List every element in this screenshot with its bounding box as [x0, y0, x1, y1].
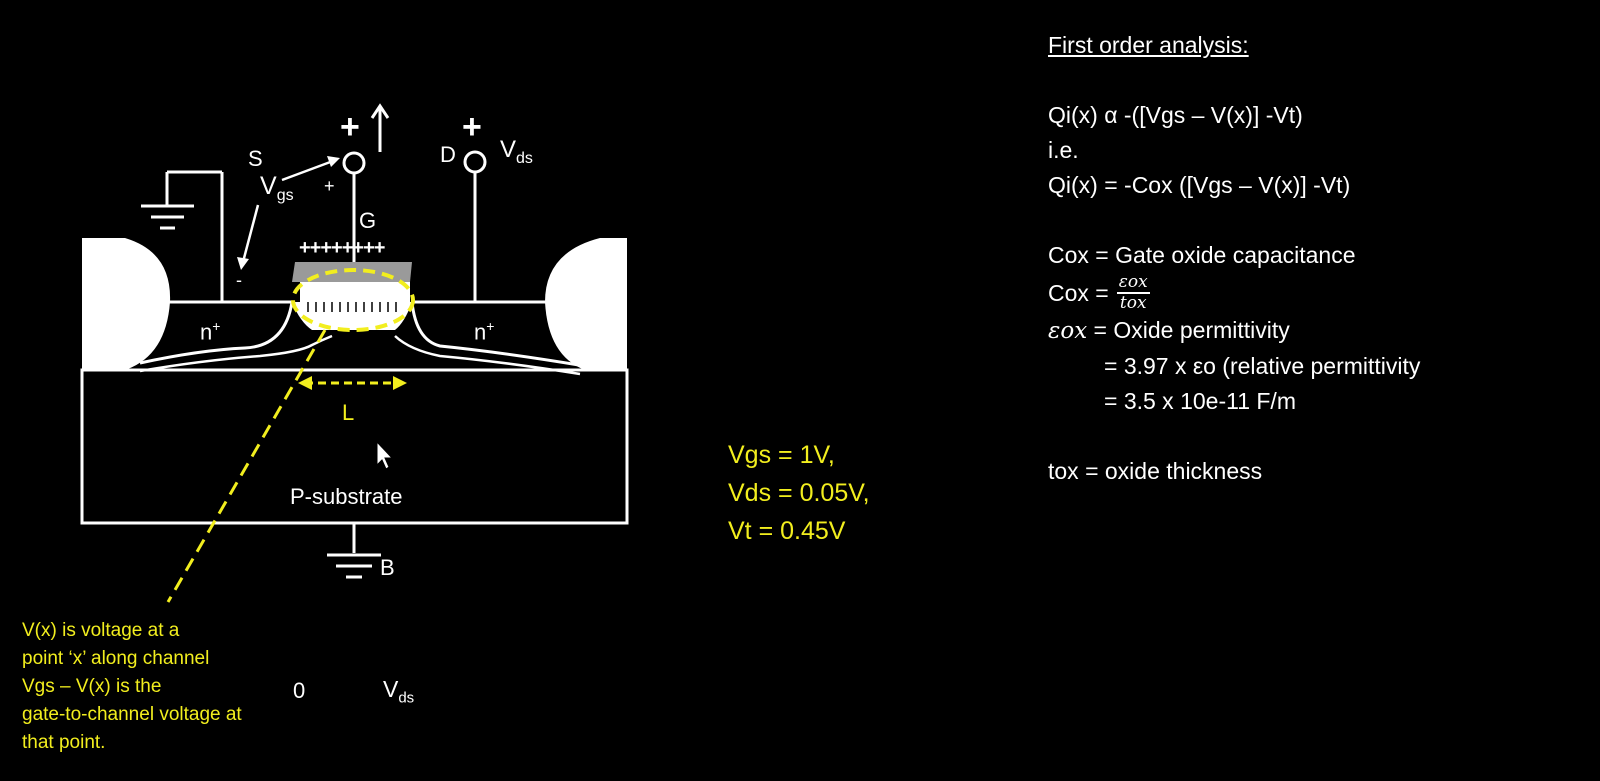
channel-fill — [300, 282, 410, 304]
gate-terminal-circle — [342, 151, 366, 175]
vds-label-main: V — [500, 136, 517, 163]
vgs-arrow-down — [241, 204, 260, 263]
isolation-right — [545, 238, 627, 370]
vds-label-sub: ds — [516, 149, 533, 167]
channel-highlight-ellipse — [291, 268, 415, 332]
n-left-sup: + — [212, 318, 221, 334]
axis-vds-label: Vds — [383, 676, 414, 707]
cox-fraction-numerator: εox — [1116, 272, 1150, 294]
bias-value-line: Vgs = 1V, — [728, 441, 835, 469]
note-pointer-line — [166, 329, 327, 603]
eps-symbol: εox — [1048, 318, 1088, 344]
n-right-sup: + — [486, 318, 495, 334]
isolation-left — [82, 238, 171, 370]
gate-charges: ++++++++ — [299, 237, 385, 259]
source-ground-icon — [141, 204, 194, 230]
permittivity-definition: εox = Oxide permittivity — [1048, 313, 1420, 349]
tox-definition: tox = oxide thickness — [1048, 458, 1263, 484]
n-plus-left-label: n+ — [200, 318, 220, 345]
substrate-label: P-substrate — [290, 484, 403, 509]
gate-plus-sign: + — [340, 108, 360, 146]
body-ground-icon — [327, 553, 381, 579]
vds-label: Vds — [500, 136, 533, 168]
permittivity-value-relative: = 3.97 x εo (relative permittivity — [1104, 353, 1421, 379]
permittivity-value-absolute: = 3.5 x 10e-11 F/m — [1104, 388, 1296, 414]
bias-value-line: Vds = 0.05V, — [728, 479, 870, 507]
n-diffusion-right-outline-inner — [394, 335, 581, 376]
n-right-text: n — [474, 319, 487, 345]
cox-fraction: εox tox — [1116, 272, 1150, 313]
length-arrow-right-head — [393, 376, 407, 390]
charge-proportional-eq: Qi(x) α -([Vgs – V(x)] -Vt) — [1048, 102, 1303, 128]
note-line: Vgs – V(x) is the — [22, 676, 162, 697]
drain-terminal-circle — [463, 150, 487, 174]
cox-definition: Cox = Gate oxide capacitance — [1048, 242, 1356, 268]
cox-formula: Cox = εox tox — [1048, 273, 1420, 313]
bias-values: Vgs = 1V, Vds = 0.05V, Vt = 0.45V — [728, 436, 870, 550]
eps-definition-text: = Oxide permittivity — [1087, 317, 1290, 343]
mouse-cursor-icon — [376, 440, 394, 470]
charge-equation: Qi(x) = -Cox ([Vgs – V(x)] -Vt) — [1048, 172, 1351, 198]
drain-label: D — [440, 142, 456, 167]
vgs-label-sub: gs — [276, 187, 294, 204]
channel-length-label: L — [342, 400, 355, 425]
length-arrow-left-head — [298, 376, 312, 390]
gate-up-arrow-head — [370, 103, 390, 119]
channel-electrons — [307, 302, 397, 312]
vgs-arrow-up — [281, 159, 334, 182]
bias-value-line: Vt = 0.45V — [728, 517, 846, 545]
vgs-label-main: V — [260, 172, 277, 200]
source-label: S — [248, 146, 263, 171]
vgs-arrow-up-head — [327, 156, 340, 167]
analysis-panel: First order analysis: Qi(x) α -([Vgs – V… — [1048, 28, 1420, 489]
note-line: V(x) is voltage at a — [22, 620, 180, 641]
inversion-channel — [292, 302, 412, 330]
n-diffusion-left-outline-inner — [139, 334, 333, 373]
drain-plus-sign: + — [462, 108, 482, 146]
note-line: point ‘x’ along channel — [22, 648, 210, 669]
vgs-plus-sign: + — [324, 176, 335, 196]
note-line: gate-to-channel voltage at — [22, 704, 242, 725]
cox-fraction-denominator: tox — [1119, 293, 1147, 313]
ie-text: i.e. — [1048, 137, 1079, 163]
analysis-heading: First order analysis: — [1048, 32, 1249, 58]
body-label: B — [380, 555, 395, 580]
vgs-label: Vgs — [260, 172, 294, 205]
axis-vds-main: V — [383, 676, 399, 702]
axis-zero-label: 0 — [293, 678, 306, 703]
n-diffusion-right-outline — [410, 301, 586, 368]
axis-vds-sub: ds — [398, 689, 415, 707]
n-diffusion-left-outline — [139, 301, 294, 365]
channel-voltage-note: V(x) is voltage at a point ‘x’ along cha… — [22, 617, 242, 757]
n-plus-right-label: n+ — [474, 318, 494, 345]
note-line: that point. — [22, 732, 106, 753]
gate-label: G — [359, 208, 377, 233]
vgs-minus-sign: - — [236, 270, 242, 290]
n-left-text: n — [200, 319, 213, 345]
cox-formula-lhs: Cox = — [1048, 279, 1109, 306]
vgs-arrow-down-head — [237, 257, 249, 270]
